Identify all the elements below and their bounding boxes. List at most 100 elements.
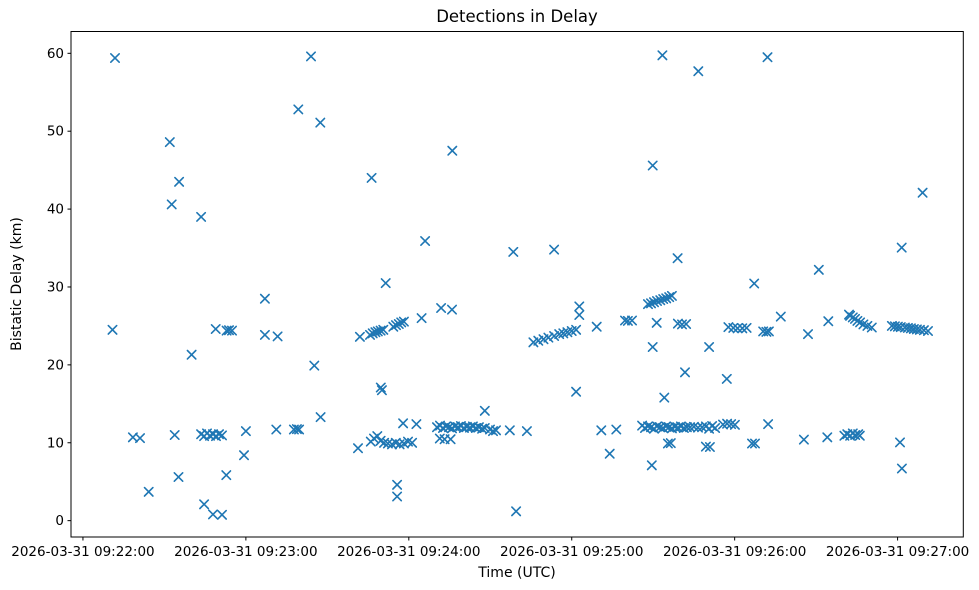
data-point: [447, 145, 458, 156]
data-point: [504, 425, 515, 436]
data-point: [652, 421, 662, 432]
data-point: [659, 392, 670, 403]
data-point: [852, 315, 863, 326]
data-point: [293, 104, 304, 115]
data-point: [396, 317, 407, 328]
data-point: [511, 506, 522, 517]
data-point: [543, 332, 554, 343]
data-point: [315, 117, 326, 128]
y-axis-ticks: 0 10 20 30 40 50 60: [47, 46, 71, 529]
data-point: [693, 66, 704, 77]
data-point: [574, 310, 585, 320]
data-point: [366, 172, 377, 183]
data-point: [420, 236, 431, 246]
chart-title: Detections in Delay: [436, 7, 598, 26]
data-point: [107, 324, 118, 335]
data-point: [227, 325, 237, 336]
data-point: [376, 385, 387, 396]
data-point: [196, 211, 207, 222]
data-point: [661, 293, 672, 304]
data-point: [604, 448, 615, 459]
y-tick-label: 60: [47, 46, 64, 62]
plot-frame: [70, 31, 964, 538]
data-point: [896, 242, 907, 253]
data-point: [407, 437, 418, 448]
data-point: [549, 244, 560, 255]
data-point: [658, 294, 669, 304]
data-point: [354, 331, 365, 342]
data-point: [488, 426, 498, 437]
data-point: [704, 442, 715, 452]
data-point: [822, 432, 833, 443]
data-point: [923, 326, 933, 336]
data-point: [763, 326, 774, 337]
data-point: [896, 463, 907, 474]
data-point: [174, 176, 185, 187]
data-point: [700, 441, 711, 452]
data-point: [447, 304, 457, 315]
data-point: [917, 187, 928, 198]
data-point: [651, 317, 662, 328]
data-point: [353, 443, 363, 454]
data-point: [657, 50, 668, 61]
x-tick-label: 2026-03-31 09:23:00: [174, 544, 317, 560]
y-tick-label: 50: [47, 124, 64, 140]
data-point: [652, 296, 662, 306]
data-point: [477, 423, 488, 434]
data-point: [375, 382, 386, 393]
data-point: [643, 299, 653, 310]
x-tick-label: 2026-03-31 09:25:00: [500, 544, 643, 560]
data-point: [186, 349, 197, 360]
data-point: [370, 327, 381, 338]
data-point: [643, 421, 653, 432]
data-point: [647, 342, 658, 352]
data-point: [798, 434, 809, 445]
data-point: [803, 329, 813, 340]
data-point: [166, 199, 177, 210]
data-point: [411, 419, 422, 430]
data-point: [750, 438, 760, 449]
data-point: [367, 328, 378, 339]
data-point: [521, 426, 532, 437]
data-point: [224, 325, 234, 336]
data-point: [729, 419, 740, 430]
data-point: [217, 430, 227, 441]
data-point: [571, 324, 582, 335]
data-point: [210, 324, 221, 334]
data-point: [591, 321, 602, 332]
data-point: [416, 313, 427, 324]
data-point: [549, 331, 560, 341]
data-point: [221, 470, 232, 481]
data-point: [596, 425, 607, 436]
data-point: [665, 438, 676, 449]
data-point: [627, 315, 637, 326]
data-point: [813, 264, 824, 275]
x-tick-label: 2026-03-31 09:26:00: [663, 544, 806, 560]
data-point: [571, 386, 582, 397]
data-point: [208, 509, 218, 520]
data-point: [173, 472, 184, 482]
data-point: [680, 367, 690, 378]
data-point: [655, 295, 666, 306]
data-point: [662, 438, 673, 449]
data-point: [775, 311, 786, 322]
data-point: [199, 499, 210, 510]
data-point: [217, 509, 227, 520]
y-tick-label: 30: [47, 279, 64, 295]
data-point: [291, 424, 302, 435]
data-point: [620, 315, 630, 326]
data-point: [479, 405, 490, 416]
data-point: [306, 51, 316, 62]
data-point: [762, 52, 773, 63]
data-point: [866, 322, 877, 333]
data-point: [436, 303, 447, 313]
data-point: [294, 424, 305, 435]
data-point: [661, 421, 671, 432]
data-point: [666, 290, 677, 301]
data-point: [611, 424, 622, 435]
data-point: [214, 429, 224, 440]
data-point: [378, 324, 389, 335]
data-point: [895, 437, 905, 448]
data-point: [649, 297, 659, 308]
